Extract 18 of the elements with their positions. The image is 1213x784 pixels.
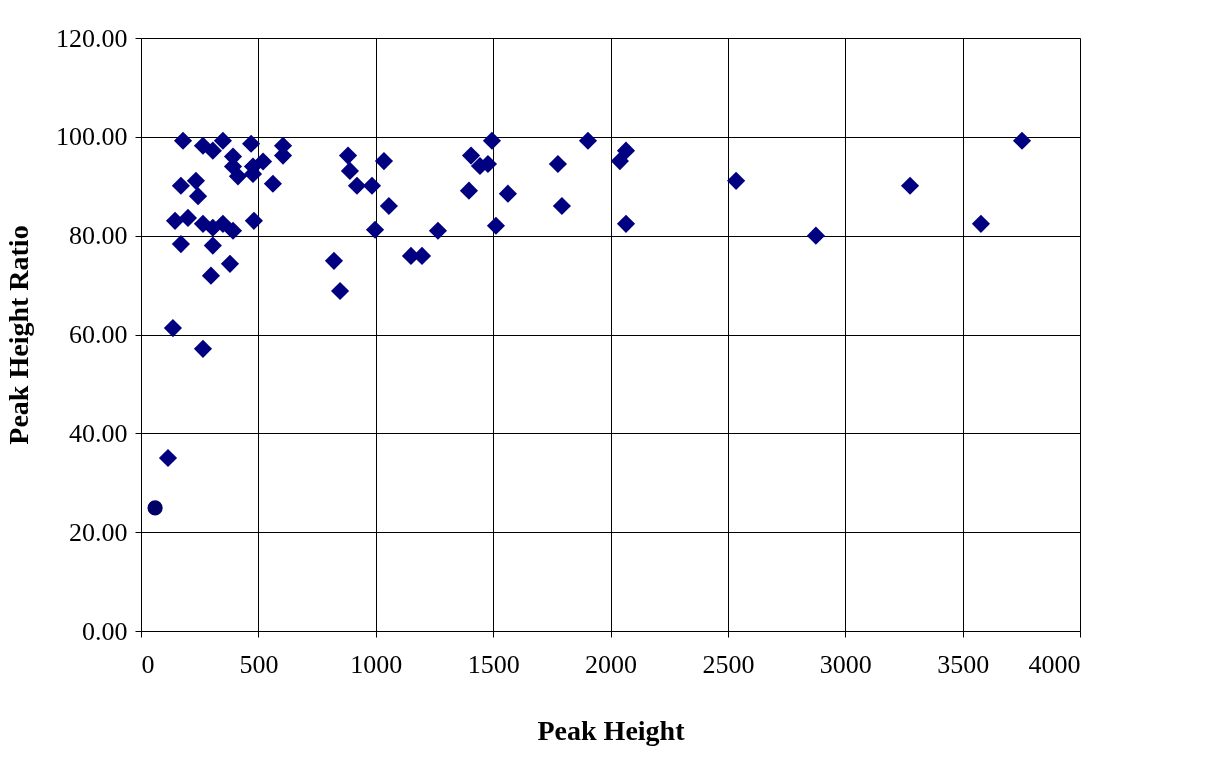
y-axis-title: Peak Height Ratio	[3, 225, 34, 445]
x-tick-label: 0	[141, 649, 155, 679]
y-tick-label: 100.00	[56, 122, 128, 152]
x-tick-label: 3500	[937, 649, 990, 679]
y-tick-label: 120.00	[56, 23, 128, 53]
y-tick-label: 80.00	[69, 221, 128, 251]
y-tick-label: 60.00	[69, 320, 128, 349]
x-tick-label: 1000	[350, 649, 403, 679]
x-axis-title: Peak Height	[537, 714, 686, 746]
x-tick-label: 4000	[1028, 649, 1081, 679]
y-tick-label: 20.00	[69, 517, 128, 547]
y-tick-label: 40.00	[69, 418, 128, 448]
x-tick-label: 3000	[819, 649, 872, 679]
x-tick-label: 2500	[702, 649, 755, 679]
y-tick-label: 0.00	[82, 616, 128, 646]
x-tick-label: 1500	[467, 649, 520, 679]
x-tick-label: 500	[239, 649, 279, 679]
x-tick-label: 2000	[585, 649, 637, 679]
